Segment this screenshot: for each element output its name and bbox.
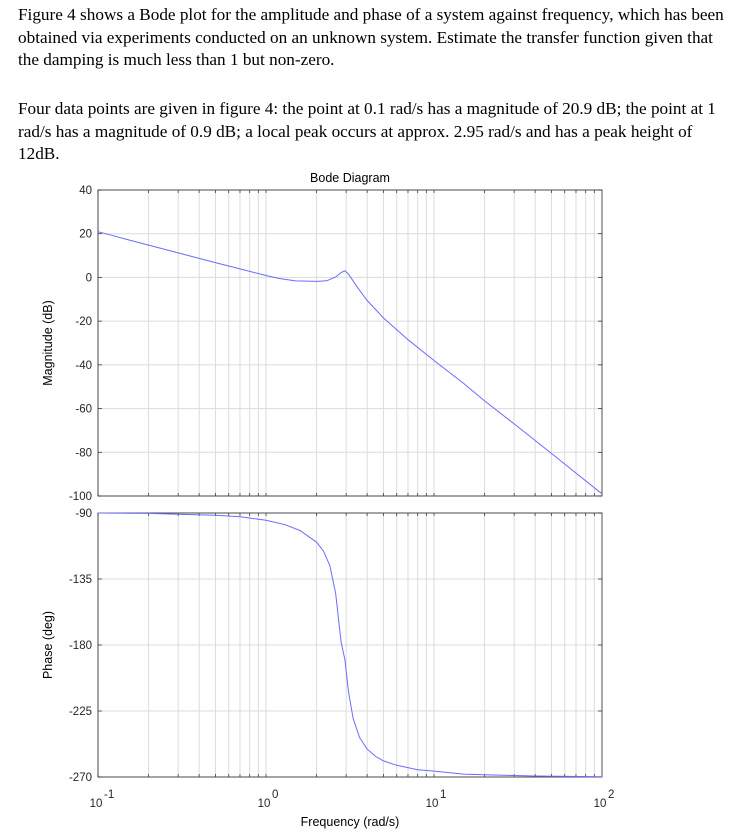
x-tick-label: 10 bbox=[594, 798, 607, 810]
phase-series-line bbox=[97, 512, 603, 778]
y-tick-label: -100 bbox=[69, 491, 92, 503]
problem-paragraph-2: Four data points are given in figure 4: … bbox=[18, 99, 716, 163]
x-tick-exponent: 1 bbox=[440, 789, 446, 801]
problem-paragraph-1: Figure 4 shows a Bode plot for the ampli… bbox=[18, 5, 724, 69]
y-tick-label: 40 bbox=[79, 185, 92, 197]
y-tick-label: 20 bbox=[79, 229, 92, 241]
y-tick-label: -40 bbox=[75, 360, 92, 372]
phase-axes-frame bbox=[97, 512, 603, 778]
phase-tick-labels: -90 -135 -180 -225 -270 bbox=[69, 508, 92, 784]
x-axis-label: Frequency (rad/s) bbox=[301, 815, 400, 829]
x-tick-label: 10 bbox=[258, 798, 271, 810]
x-tick-exponent: 2 bbox=[608, 789, 614, 801]
y-tick-label: -80 bbox=[75, 447, 92, 459]
magnitude-series-line bbox=[97, 231, 603, 495]
magnitude-axes-frame bbox=[97, 189, 603, 497]
x-tick-exponent: -1 bbox=[104, 789, 114, 801]
y-tick-label: 0 bbox=[86, 272, 92, 284]
phase-y-axis-label: Phase (deg) bbox=[41, 611, 55, 679]
y-tick-label: -20 bbox=[75, 316, 92, 328]
y-tick-label: -225 bbox=[69, 706, 92, 718]
magnitude-y-axis-label: Magnitude (dB) bbox=[41, 300, 55, 385]
phase-grid bbox=[97, 512, 602, 778]
y-tick-label: -135 bbox=[69, 574, 92, 586]
y-tick-label: -180 bbox=[69, 640, 92, 652]
y-tick-label: -270 bbox=[69, 772, 92, 784]
x-tick-label: 10 bbox=[426, 798, 439, 810]
chart-title: Bode Diagram bbox=[310, 171, 390, 185]
magnitude-tick-labels: 40 20 0 -20 -40 -60 -80 -100 bbox=[69, 185, 92, 503]
y-tick-label: -60 bbox=[75, 404, 92, 416]
x-tick-exponent: 0 bbox=[272, 789, 278, 801]
y-tick-label: -90 bbox=[75, 508, 92, 520]
x-tick-label: 10 bbox=[90, 798, 103, 810]
magnitude-grid bbox=[97, 189, 602, 497]
